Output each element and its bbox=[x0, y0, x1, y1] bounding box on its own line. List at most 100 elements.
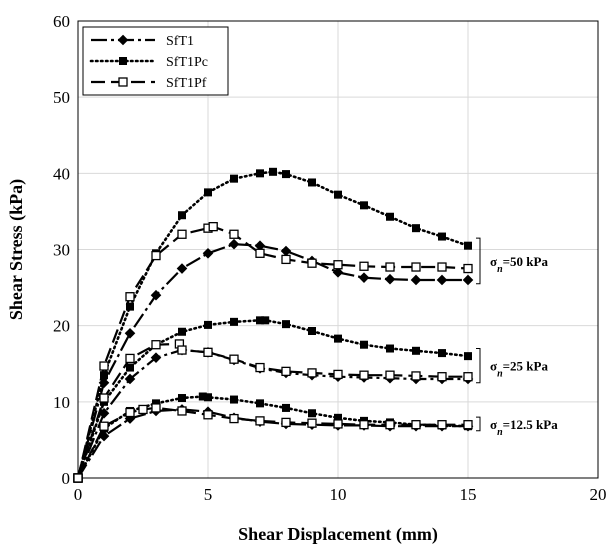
data-point-square-open bbox=[73, 473, 83, 483]
data-point-diamond bbox=[384, 273, 396, 285]
data-point-square-open bbox=[125, 353, 135, 364]
data-point-square-filled bbox=[386, 344, 394, 353]
data-point-square-filled bbox=[334, 413, 342, 422]
data-point-diamond bbox=[202, 248, 214, 259]
data-point-square-open bbox=[229, 413, 239, 424]
data-point-square-open bbox=[151, 403, 161, 413]
data-point-square-open bbox=[411, 420, 421, 430]
y-tick-label: 40 bbox=[53, 164, 70, 183]
legend: SfT1 SfT1Pc SfT1Pf bbox=[82, 26, 229, 96]
data-point-square-filled bbox=[360, 201, 368, 210]
data-point-square-filled bbox=[256, 169, 264, 178]
legend-entry: SfT1 bbox=[91, 34, 194, 49]
data-point-square-open bbox=[281, 417, 291, 428]
data-point-square-open bbox=[138, 404, 148, 415]
series-line bbox=[76, 318, 470, 480]
data-point-diamond bbox=[117, 34, 129, 46]
data-point-square-open bbox=[99, 393, 109, 403]
axis-ticks: 0 5 10 15 20 0 10 20 30 40 50 60 bbox=[53, 12, 607, 504]
data-point-square-filled bbox=[282, 170, 290, 179]
data-point-square-filled bbox=[386, 212, 394, 221]
data-point-square-open bbox=[359, 370, 369, 380]
series-SfT1Pc bbox=[74, 167, 472, 482]
data-point-square-open bbox=[229, 229, 239, 239]
data-point-square-filled bbox=[204, 188, 212, 197]
data-point-diamond bbox=[98, 377, 110, 389]
data-point-square-filled bbox=[204, 320, 212, 329]
series-line bbox=[76, 395, 470, 480]
data-point-square-filled bbox=[126, 302, 134, 311]
data-point-square-open bbox=[177, 345, 187, 355]
data-point-square-open bbox=[177, 229, 187, 239]
y-axis-title: Shear Stress (kPa) bbox=[6, 179, 27, 320]
data-point-diamond bbox=[176, 263, 188, 274]
data-point-square-open bbox=[385, 370, 395, 380]
x-tick-label: 0 bbox=[74, 485, 83, 504]
data-point-square-open bbox=[359, 261, 369, 271]
data-point-square-filled bbox=[438, 232, 446, 241]
data-point-diamond bbox=[462, 274, 474, 286]
data-point-square-open bbox=[255, 248, 265, 258]
data-point-square-open bbox=[208, 221, 218, 232]
data-point-square-filled bbox=[438, 349, 446, 358]
stress-annotations: σn=50 kPa σn=25 kPa σn=12.5 kPa bbox=[476, 237, 558, 438]
annotation-label: σn=50 kPa bbox=[490, 254, 548, 275]
data-point-square-open bbox=[281, 254, 291, 265]
data-point-square-open bbox=[255, 416, 265, 426]
data-point-square-filled bbox=[334, 334, 342, 343]
data-point-square-filled bbox=[464, 352, 472, 361]
data-point-square-open bbox=[333, 369, 343, 380]
data-point-square-open bbox=[151, 340, 161, 350]
data-point-square-filled bbox=[282, 403, 290, 412]
data-point-square-open bbox=[411, 371, 421, 381]
data-point-square-open bbox=[385, 262, 395, 272]
data-point-square-open bbox=[125, 292, 135, 302]
x-tick-label: 10 bbox=[330, 485, 347, 504]
data-point-square-filled bbox=[178, 327, 186, 336]
annotation-label: σn=12.5 kPa bbox=[490, 417, 558, 438]
data-point-square-filled bbox=[269, 167, 277, 176]
x-tick-label: 20 bbox=[590, 485, 607, 504]
data-point-square-filled bbox=[464, 241, 472, 250]
data-point-square-open bbox=[203, 347, 213, 357]
series-line bbox=[76, 170, 470, 480]
y-tick-label: 30 bbox=[53, 241, 70, 260]
data-point-square-open bbox=[229, 354, 239, 364]
x-tick-label: 5 bbox=[204, 485, 213, 504]
annotation-bracket bbox=[476, 237, 481, 285]
data-point-diamond bbox=[124, 373, 136, 385]
data-point-diamond bbox=[150, 352, 162, 363]
data-point-square-open bbox=[99, 421, 109, 431]
annotation-bracket bbox=[476, 416, 481, 432]
data-point-square-open bbox=[359, 420, 369, 430]
data-point-diamond bbox=[228, 238, 240, 250]
data-point-diamond bbox=[124, 327, 136, 339]
series-line bbox=[76, 342, 468, 479]
legend-entry: SfT1Pc bbox=[89, 55, 208, 70]
series-line bbox=[76, 348, 468, 479]
data-point-square-open bbox=[437, 262, 447, 272]
data-point-square-filled bbox=[256, 316, 264, 325]
data-point-square-open bbox=[463, 263, 473, 274]
data-point-diamond bbox=[436, 274, 448, 286]
series-SfT1Pf bbox=[73, 221, 473, 483]
data-point-square-open bbox=[255, 362, 265, 373]
data-point-square-open bbox=[281, 366, 291, 377]
data-point-square-open bbox=[437, 420, 447, 430]
data-point-square-filled bbox=[230, 395, 238, 404]
data-point-square-open bbox=[151, 250, 161, 261]
x-tick-label: 15 bbox=[460, 485, 477, 504]
series-line bbox=[76, 225, 469, 479]
y-tick-label: 50 bbox=[53, 88, 70, 107]
legend-label: SfT1Pf bbox=[166, 76, 207, 91]
series-line bbox=[77, 406, 468, 479]
data-point-square-filled bbox=[308, 178, 316, 187]
annotation-label: σn=25 kPa bbox=[490, 359, 548, 380]
data-point-square-open bbox=[99, 361, 109, 371]
data-point-square-open bbox=[333, 419, 343, 429]
x-axis-title: Shear Displacement (mm) bbox=[238, 524, 438, 545]
data-point-square-open bbox=[307, 258, 317, 268]
data-point-square-filled bbox=[178, 211, 186, 220]
data-point-square-filled bbox=[178, 394, 186, 403]
